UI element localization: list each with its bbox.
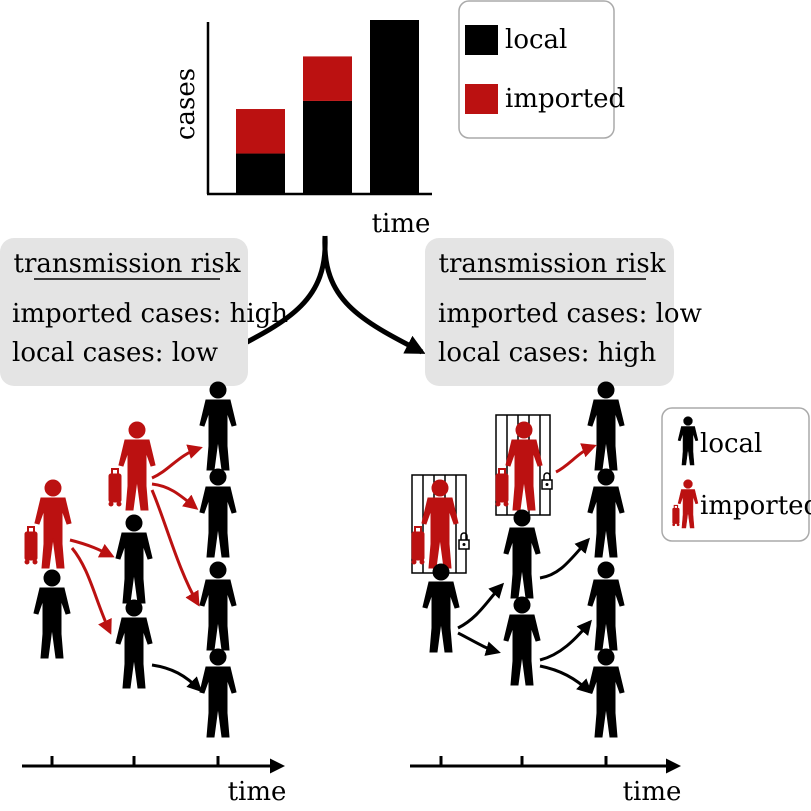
legend-swatch-imported (465, 84, 498, 114)
local-person-icon (199, 468, 237, 558)
legend-swatch-local (465, 25, 498, 55)
bottom-legend: local imported (661, 407, 811, 542)
legend-label-imported: imported (505, 84, 625, 114)
bar-local-1 (236, 153, 285, 194)
top-legend: local imported (458, 0, 625, 139)
local-person-icon (199, 648, 237, 738)
local-person-icon (199, 561, 237, 651)
transmission-arrows-imported (69, 444, 203, 635)
local-person-icon (503, 509, 541, 599)
local-person-icon (33, 569, 71, 659)
bars (236, 20, 419, 194)
left-risk-heading: transmission risk (14, 249, 241, 279)
local-person-icon (587, 381, 625, 471)
right-timeline-label: time (623, 777, 682, 807)
imported-person-icon (108, 421, 156, 511)
lock-icon (458, 532, 470, 550)
right-risk-box-bg (425, 238, 674, 386)
local-person-icon (587, 648, 625, 738)
left-timeline-label: time (228, 777, 287, 807)
left-scenario: time (22, 381, 287, 807)
bottom-legend-frame (661, 407, 810, 542)
imported-person-icon (411, 479, 459, 569)
legend-label-local: local (505, 25, 567, 55)
right-risk-heading: transmission risk (439, 249, 666, 279)
bar-local-2 (303, 100, 352, 194)
left-risk-box-bg (0, 238, 248, 386)
bottom-legend-label-imported: imported (700, 491, 811, 521)
bar-imported-2 (303, 56, 352, 101)
left-risk-line2: local cases: low (12, 338, 218, 368)
lock-icon (541, 472, 553, 490)
bar-imported-1 (236, 109, 285, 154)
y-axis-label: cases (171, 68, 201, 140)
bottom-legend-label-local: local (700, 429, 762, 459)
local-person-icon (422, 563, 460, 653)
fork-arrow (224, 235, 426, 355)
x-axis-label: time (372, 209, 431, 239)
local-person-icon (115, 599, 153, 689)
local-person-icon (587, 561, 625, 651)
right-scenario: time (410, 381, 682, 807)
right-risk-line1: imported cases: low (438, 299, 702, 329)
imported-person-icon (24, 479, 72, 569)
transmission-arrows-local (457, 537, 593, 695)
transmission-arrow-local (151, 663, 203, 693)
local-person-icon (199, 381, 237, 471)
local-person-icon (503, 596, 541, 686)
right-risk-box: transmission risk imported cases: low lo… (425, 238, 702, 386)
local-person-icon (587, 468, 625, 558)
left-risk-box: transmission risk imported cases: high l… (0, 238, 288, 386)
left-risk-line1: imported cases: high (12, 299, 288, 329)
transmission-arrow-imported (555, 443, 597, 474)
stacked-bar-chart: cases time (171, 20, 432, 239)
right-timeline (410, 756, 681, 774)
imported-person-icon (495, 421, 543, 511)
top-legend-frame (458, 0, 615, 139)
right-risk-line2: local cases: high (438, 338, 656, 368)
left-timeline (22, 756, 285, 774)
local-person-icon (115, 514, 153, 604)
bar-local-3 (370, 20, 419, 194)
